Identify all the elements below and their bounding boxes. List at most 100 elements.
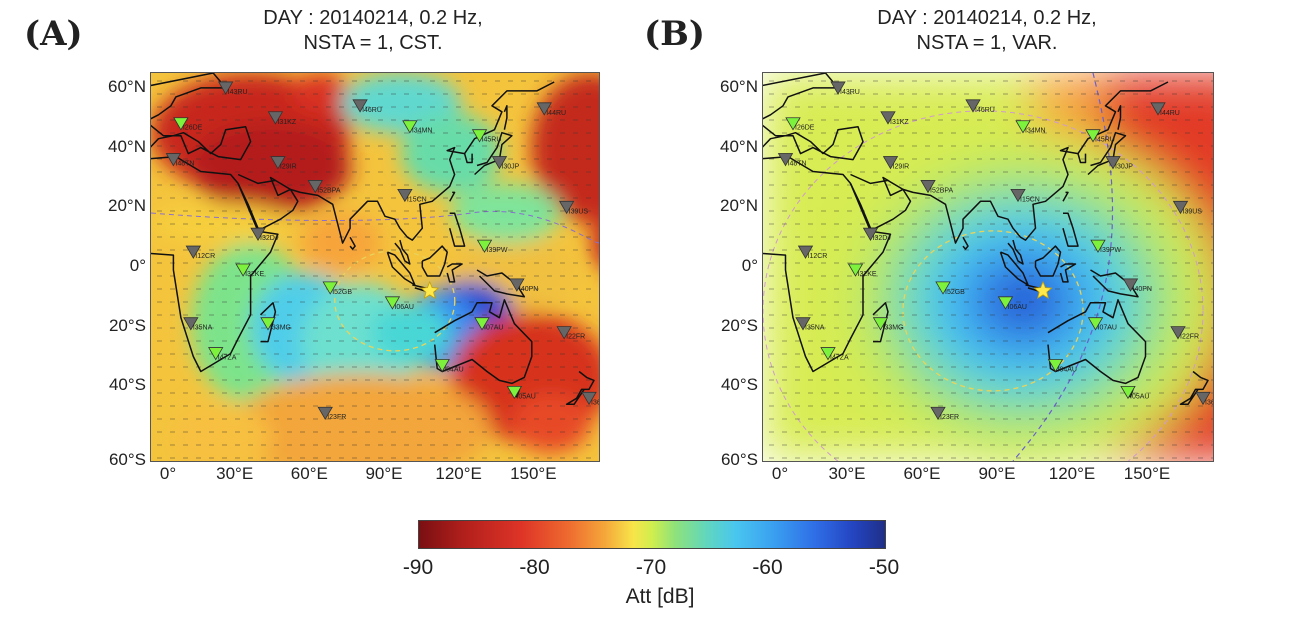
station-label: I22FR	[1180, 334, 1199, 341]
station-label: I43RU	[228, 89, 248, 96]
lat-tick-label: 60°N	[108, 76, 146, 96]
station-marker	[208, 347, 224, 361]
lat-tick-label: 40°N	[720, 136, 758, 156]
station-marker	[434, 359, 450, 373]
station-label: I48TN	[175, 161, 194, 168]
station-label: I35NA	[805, 325, 825, 332]
station-marker	[476, 239, 493, 253]
panel-b-title-line1: DAY : 20140214, 0.2 Hz,	[877, 7, 1097, 29]
station-marker	[847, 263, 864, 277]
station-label: I05AU	[516, 393, 535, 400]
station-marker	[820, 347, 836, 361]
colorbar-tick-label: -90	[402, 556, 434, 579]
coastline-nz	[565, 370, 595, 406]
lat-tick-label: 0°	[741, 256, 758, 275]
station-marker	[1087, 317, 1104, 331]
station-label: I34MN	[1025, 128, 1046, 135]
panel-b-title-line2: NSTA = 1, VAR.	[916, 32, 1058, 54]
station-marker	[217, 81, 234, 95]
station-marker	[471, 129, 488, 143]
station-label: I35NA	[193, 325, 213, 332]
station-label: I32KE	[245, 271, 264, 278]
station-label: I30JP	[501, 164, 519, 171]
station-label: I47ZA	[830, 355, 849, 362]
coastline-madag	[872, 302, 889, 343]
station-marker	[1090, 239, 1106, 253]
station-marker	[1105, 156, 1121, 170]
coastline-malay	[394, 239, 411, 265]
source-star-icon	[1033, 280, 1053, 300]
coastline-aus	[1047, 299, 1147, 385]
coastline-aus	[433, 299, 533, 385]
colorbar-tick-label: -70	[635, 556, 667, 579]
coastline-sulawesi	[1059, 263, 1077, 283]
coastline-korea	[1077, 153, 1087, 164]
coastline-sulawesi	[446, 263, 463, 283]
panel-a-title-line2: NSTA = 1, CST.	[303, 32, 443, 54]
station-label: I45RU	[1095, 137, 1115, 144]
panel-letter-a: (A)	[24, 14, 83, 54]
lon-tick-label: 90°E	[365, 464, 403, 483]
coastline-korea	[463, 153, 473, 164]
station-label: I46RU	[975, 107, 995, 114]
coastline-arabia	[237, 177, 299, 229]
station-marker	[1170, 326, 1186, 340]
coastline-sakhalin	[503, 105, 508, 130]
station-label: I52BPA	[930, 187, 954, 194]
station-label: I26DE	[795, 125, 815, 132]
station-marker	[1122, 278, 1139, 292]
coastline-phil	[448, 212, 466, 247]
coastline-europe	[151, 73, 252, 161]
source-star-icon	[420, 280, 440, 300]
lat-tick-label: 40°S	[108, 375, 146, 395]
station-marker	[384, 296, 401, 310]
station-marker	[491, 156, 508, 170]
station-marker	[862, 227, 879, 241]
station-label: I05AU	[1130, 393, 1149, 400]
station-label: I36NZ	[591, 399, 599, 406]
station-label: I04AU	[444, 366, 463, 373]
station-label: I06AU	[394, 304, 413, 311]
station-label: I30JP	[1115, 164, 1133, 171]
station-marker	[506, 385, 523, 400]
coastline-madag	[259, 302, 277, 343]
coastline-malay	[1007, 239, 1024, 265]
station-label: I29IR	[893, 164, 910, 171]
lat-tick-label: 40°S	[720, 375, 758, 395]
station-marker	[1150, 102, 1166, 116]
lat-tick-label: 20°N	[720, 196, 758, 216]
station-marker	[352, 99, 368, 113]
station-label: I12CR	[808, 253, 828, 260]
station-marker	[173, 117, 189, 131]
station-label: I39PW	[1100, 247, 1121, 254]
station-label: I52GB	[945, 289, 965, 296]
station-label: I40PN	[1133, 286, 1152, 293]
colorbar-tick-label: -60	[752, 556, 783, 579]
station-label: I07AU	[1098, 325, 1117, 332]
station-label: I32KE	[858, 271, 877, 278]
coastline-africa	[763, 155, 892, 373]
station-marker	[250, 227, 266, 241]
station-marker	[267, 111, 284, 125]
station-marker	[185, 245, 202, 259]
station-label: I33MG	[883, 325, 904, 332]
lon-tick-label: 0°	[159, 464, 177, 483]
station-label: I46RU	[362, 107, 382, 114]
station-marker	[536, 102, 552, 116]
station-label: I36NZ	[1205, 399, 1213, 406]
station-label: I43RU	[840, 89, 860, 96]
station-marker	[785, 117, 801, 131]
station-marker	[997, 296, 1014, 310]
station-label: I23FR	[940, 414, 959, 421]
station-marker	[1085, 129, 1101, 143]
station-label: I31KZ	[277, 119, 296, 126]
station-marker	[270, 156, 286, 170]
station-marker	[317, 406, 333, 421]
lon-tick-label: 120°E	[435, 464, 482, 483]
lon-tick-label: 60°E	[903, 464, 941, 483]
map-b: I43RU I26DE I31KZ I46RU I34MN I44RU I45RU I48TN…	[762, 72, 1214, 462]
lon-tick-label: 30°E	[216, 464, 254, 483]
map-a-canvas: I43RU I26DE I31KZ I46RU I34MN I44RU I45RU I48TN…	[151, 73, 599, 461]
station-label: I52GB	[332, 289, 352, 296]
lon-tick-label: 120°E	[1048, 464, 1096, 483]
